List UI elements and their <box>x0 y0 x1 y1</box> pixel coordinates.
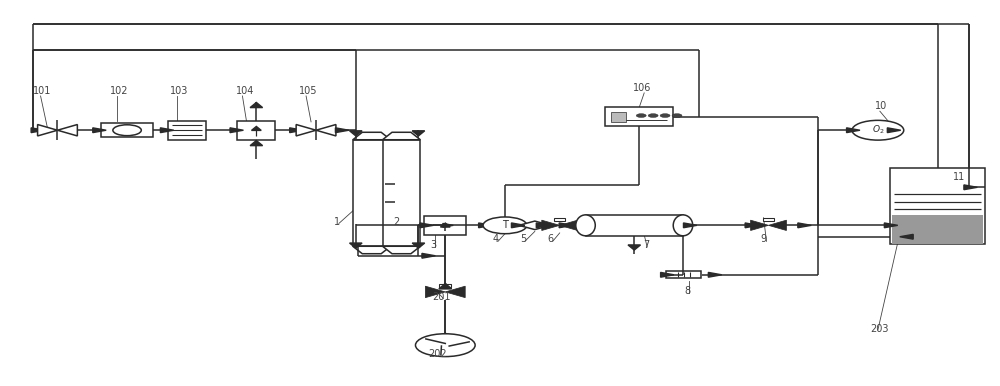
Text: 201: 201 <box>432 291 451 301</box>
Bar <box>586 215 683 236</box>
Text: 7: 7 <box>643 240 649 250</box>
Polygon shape <box>769 220 786 230</box>
Polygon shape <box>887 128 901 133</box>
Polygon shape <box>383 132 420 140</box>
Text: 2: 2 <box>394 217 400 227</box>
Text: 203: 203 <box>870 324 888 334</box>
Polygon shape <box>230 128 243 133</box>
Polygon shape <box>628 245 641 250</box>
Polygon shape <box>542 220 560 230</box>
Polygon shape <box>353 132 391 140</box>
Text: 106: 106 <box>633 83 652 93</box>
Polygon shape <box>479 223 492 228</box>
Polygon shape <box>964 185 977 190</box>
Text: T: T <box>502 220 508 230</box>
Polygon shape <box>383 246 420 254</box>
Circle shape <box>672 114 682 117</box>
Circle shape <box>636 114 646 117</box>
Polygon shape <box>412 131 425 136</box>
Polygon shape <box>420 223 433 228</box>
Bar <box>439 284 451 287</box>
Polygon shape <box>353 246 391 254</box>
Polygon shape <box>708 273 722 277</box>
Polygon shape <box>439 284 452 289</box>
Bar <box>383 140 420 246</box>
Text: 6: 6 <box>548 234 554 244</box>
Polygon shape <box>335 128 349 133</box>
Polygon shape <box>250 141 263 146</box>
Polygon shape <box>160 128 174 133</box>
Circle shape <box>415 334 475 357</box>
Bar <box>892 215 983 244</box>
Bar <box>890 168 985 244</box>
Text: 1: 1 <box>334 217 340 227</box>
Text: 5: 5 <box>520 234 526 244</box>
Bar <box>611 112 626 122</box>
Polygon shape <box>250 102 263 108</box>
Text: 101: 101 <box>33 86 51 96</box>
Circle shape <box>483 217 527 234</box>
Polygon shape <box>350 243 362 248</box>
Ellipse shape <box>673 215 693 236</box>
Bar <box>424 216 466 235</box>
Text: 102: 102 <box>110 86 129 96</box>
Bar <box>554 218 565 221</box>
Circle shape <box>113 125 141 135</box>
Circle shape <box>660 114 670 117</box>
Bar <box>605 107 673 127</box>
Polygon shape <box>443 223 453 227</box>
Polygon shape <box>847 128 860 133</box>
Polygon shape <box>536 223 550 228</box>
Polygon shape <box>296 125 316 136</box>
Text: 4: 4 <box>493 234 499 244</box>
Polygon shape <box>38 125 57 136</box>
Polygon shape <box>745 223 759 228</box>
Polygon shape <box>316 125 336 136</box>
Polygon shape <box>350 131 362 136</box>
Text: 9: 9 <box>761 234 767 244</box>
Polygon shape <box>440 223 450 227</box>
Polygon shape <box>683 223 697 228</box>
Bar <box>237 121 275 140</box>
Text: 11: 11 <box>952 172 965 182</box>
Polygon shape <box>412 243 425 248</box>
Polygon shape <box>519 221 551 230</box>
Polygon shape <box>884 223 898 228</box>
Text: 202: 202 <box>428 349 447 359</box>
Ellipse shape <box>576 215 595 236</box>
Text: 8: 8 <box>684 286 690 296</box>
Bar <box>168 121 206 140</box>
Polygon shape <box>511 223 525 228</box>
Polygon shape <box>422 253 435 258</box>
Text: 3: 3 <box>430 240 437 250</box>
Polygon shape <box>439 284 452 289</box>
Text: 10: 10 <box>875 101 887 111</box>
Polygon shape <box>290 128 303 133</box>
Polygon shape <box>751 220 769 230</box>
Polygon shape <box>559 223 573 228</box>
Circle shape <box>648 114 658 117</box>
Bar <box>763 218 774 221</box>
Bar <box>101 123 153 137</box>
Circle shape <box>852 120 904 140</box>
Polygon shape <box>798 223 811 228</box>
Polygon shape <box>439 333 452 338</box>
Polygon shape <box>445 286 465 298</box>
Text: $O_2$: $O_2$ <box>872 124 884 137</box>
Text: 105: 105 <box>299 86 318 96</box>
Bar <box>353 140 391 246</box>
Polygon shape <box>93 128 106 133</box>
Polygon shape <box>900 234 913 239</box>
Text: 104: 104 <box>235 86 254 96</box>
Polygon shape <box>425 286 445 298</box>
Polygon shape <box>57 125 77 136</box>
Polygon shape <box>560 220 578 230</box>
Polygon shape <box>251 127 261 130</box>
Text: 103: 103 <box>170 86 188 96</box>
Polygon shape <box>31 128 45 133</box>
Polygon shape <box>661 273 674 277</box>
Bar <box>666 271 701 278</box>
